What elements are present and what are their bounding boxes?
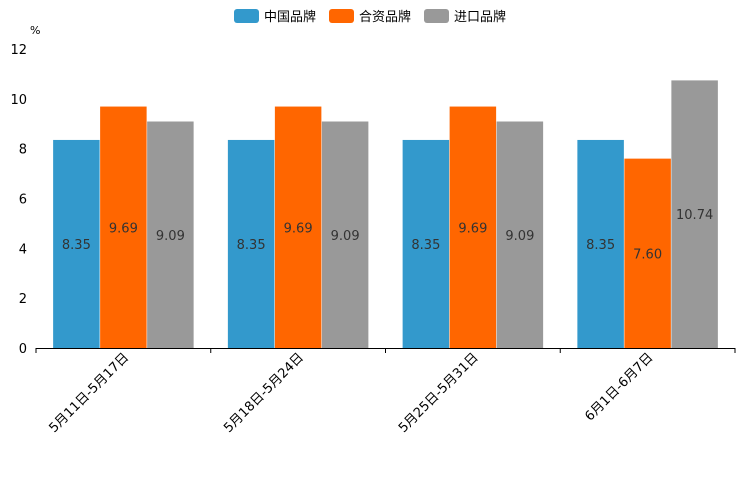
bar-value-label: 8.35 (411, 238, 440, 253)
bar-value-label: 9.69 (458, 221, 487, 236)
legend-swatch (424, 9, 449, 23)
bar-value-label: 8.35 (586, 238, 615, 253)
y-tick-label: 12 (10, 43, 27, 58)
bar (624, 158, 671, 348)
x-category-label: 6月1日-6月7日 (582, 350, 656, 424)
bar (496, 121, 544, 348)
y-tick-label: 6 (19, 193, 27, 208)
bar (402, 139, 450, 348)
legend-label: 进口品牌 (454, 9, 506, 25)
y-tick-label: 8 (19, 143, 27, 158)
bar-value-label: 9.09 (156, 229, 185, 244)
bar-value-label: 8.35 (237, 238, 266, 253)
y-axis: 0 2 4 6 8 10 12 (10, 43, 27, 357)
bar (321, 121, 369, 348)
bar-value-label: 9.09 (331, 229, 360, 244)
x-axis: 5月11日-5月17日 5月18日-5月24日 5月25日-5月31日 6月1日-6月… (35, 348, 736, 436)
legend-label: 合资品牌 (359, 9, 411, 25)
bar (53, 139, 100, 348)
legend-swatch (329, 9, 354, 23)
bar (227, 139, 275, 348)
x-category-label: 5月11日-5月17日 (46, 350, 132, 436)
legend: 中国品牌 合资品牌 进口品牌 (234, 9, 506, 25)
y-tick-label: 0 (19, 342, 27, 357)
y-tick-label: 2 (19, 292, 27, 307)
bar (274, 106, 322, 349)
x-category-label: 5月18日-5月24日 (221, 350, 307, 436)
bar (147, 121, 194, 348)
bars: 8.35 9.69 9.09 8.35 9.69 9.09 8.35 9.69 9.09 8.35… (53, 80, 718, 349)
bar (577, 139, 624, 348)
bar-value-label: 7.60 (633, 247, 662, 262)
bar-value-label: 9.69 (109, 221, 138, 236)
bar-value-label: 9.69 (284, 221, 313, 236)
y-axis-unit-label: % (30, 24, 40, 37)
bar (671, 80, 718, 349)
bar (449, 106, 497, 349)
bar (100, 106, 147, 349)
bar-value-label: 9.09 (505, 229, 534, 244)
y-tick-label: 10 (10, 93, 27, 108)
bar-value-label: 8.35 (62, 238, 91, 253)
x-category-label: 5月25日-5月31日 (396, 350, 482, 436)
legend-label: 中国品牌 (264, 9, 316, 25)
bar-value-label: 10.74 (676, 208, 713, 223)
y-tick-label: 4 (19, 242, 27, 257)
legend-swatch (234, 9, 259, 23)
